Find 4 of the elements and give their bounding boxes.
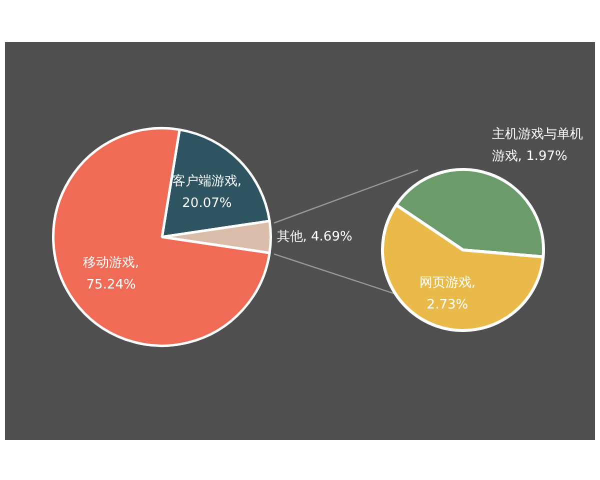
slice-label: 客户端游戏, 20.07%	[172, 173, 242, 212]
slice-label: 主机游戏与单机游戏, 1.97%	[492, 126, 583, 164]
slice-label: 网页游戏, 2.73%	[419, 275, 476, 312]
slice-label: 移动游戏, 75.24%	[82, 256, 140, 293]
